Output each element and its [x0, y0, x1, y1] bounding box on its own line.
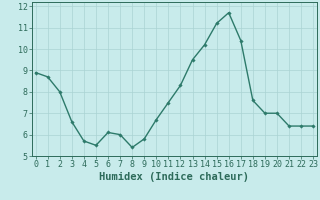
X-axis label: Humidex (Indice chaleur): Humidex (Indice chaleur)	[100, 172, 249, 182]
